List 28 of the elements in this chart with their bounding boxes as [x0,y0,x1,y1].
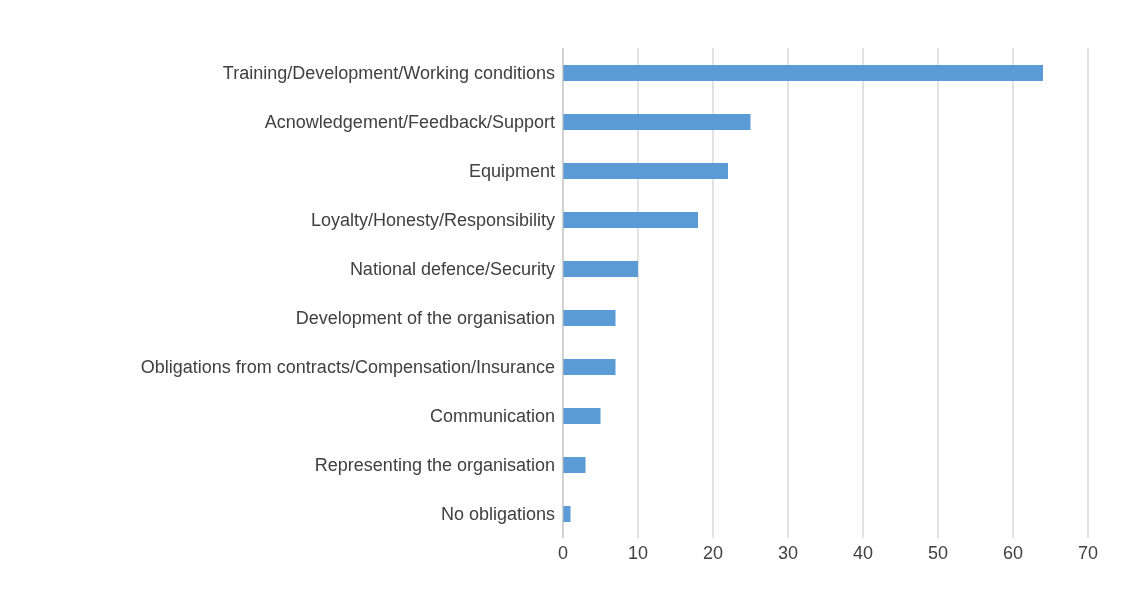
x-tick-label: 40 [852,542,874,563]
y-tick-label: Communication [429,405,555,426]
bar [563,163,728,179]
bar [563,261,638,277]
x-tick-label: 70 [1077,542,1099,563]
bar [563,65,1043,81]
bar [563,359,616,375]
y-tick-label: Acnowledgement/Feedback/Support [264,111,555,132]
y-tick-label: Equipment [468,160,555,181]
x-tick-label: 50 [927,542,949,563]
y-tick-label: Representing the organisation [314,454,555,475]
x-tick-label: 20 [702,542,724,563]
y-tick-label: No obligations [440,503,555,524]
x-tick-label: 30 [777,542,799,563]
y-tick-label: Obligations from contracts/Compensation/Insurance [140,356,555,377]
y-tick-label: Training/Development/Working conditions [222,62,555,83]
bar [563,408,601,424]
x-tick-label: 0 [557,542,569,563]
x-tick-label: 60 [1002,542,1024,563]
bar [563,457,586,473]
bar [563,310,616,326]
bar [563,506,571,522]
y-tick-label: Development of the organisation [295,307,555,328]
y-tick-label: National defence/Security [349,258,555,279]
bar [563,212,698,228]
bar [563,114,751,130]
x-tick-label: 10 [627,542,649,563]
y-tick-label: Loyalty/Honesty/Responsibility [310,209,555,230]
